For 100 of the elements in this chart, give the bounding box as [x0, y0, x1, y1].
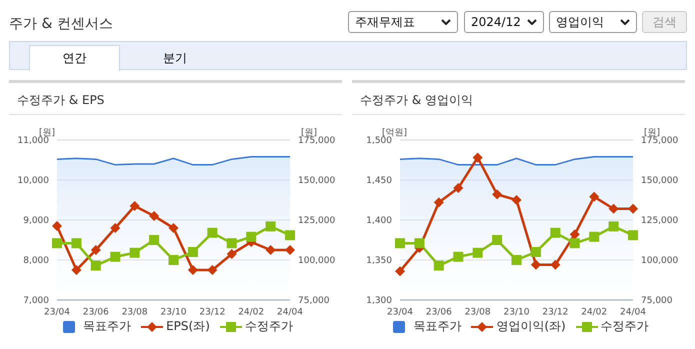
legend-label: 목표주가 — [83, 318, 132, 335]
text: 2024/12 — [471, 15, 521, 29]
y-axis-title: [억원] — [382, 127, 408, 138]
point — [395, 238, 405, 248]
legend-label: 수정주가 — [244, 318, 293, 335]
y-axis-title: [원] — [39, 127, 56, 138]
point — [414, 238, 424, 248]
legend-label: 영업이익(좌) — [496, 318, 566, 335]
point — [168, 255, 178, 265]
point — [434, 197, 444, 208]
y2-axis-title: [원] — [301, 127, 318, 138]
point — [550, 228, 560, 238]
point — [589, 232, 600, 242]
point — [550, 260, 560, 270]
x-tick-label: 23/12 — [199, 307, 226, 318]
point — [608, 204, 619, 214]
y-tick-label: 10,000 — [18, 176, 50, 186]
point — [246, 232, 256, 242]
point — [472, 152, 483, 163]
x-tick-label: 24/04 — [277, 307, 304, 318]
point — [52, 238, 62, 248]
x-tick-label: 23/10 — [160, 307, 187, 318]
point — [130, 201, 140, 211]
y-tick-label: 1,500 — [366, 136, 392, 146]
point — [285, 245, 295, 255]
point — [207, 265, 218, 275]
point — [90, 245, 101, 255]
point — [492, 189, 502, 200]
y-tick-label: 1,300 — [366, 296, 392, 306]
point — [530, 260, 541, 270]
point — [226, 249, 237, 259]
y2-tick-label: 75,000 — [641, 296, 673, 306]
y-tick-label: 1,350 — [366, 256, 392, 266]
y2-tick-label: 100,000 — [298, 256, 336, 266]
y2-tick-label: 75,000 — [298, 296, 330, 306]
point — [149, 211, 160, 221]
y2-tick-label: 150,000 — [641, 176, 678, 186]
y2-axis-title: [원] — [644, 127, 660, 138]
point — [71, 265, 82, 275]
x-tick-label: 24/04 — [620, 307, 646, 318]
chart-title: 수정주가 & 영업이익 — [360, 92, 473, 109]
point — [530, 247, 541, 257]
point — [226, 238, 237, 248]
legend-label: EPS(좌) — [166, 318, 210, 335]
point — [110, 223, 120, 233]
chart-title: 수정주가 & EPS — [17, 92, 104, 109]
point — [110, 252, 120, 262]
y-tick-label: 1,450 — [366, 176, 392, 186]
point — [188, 265, 198, 275]
point — [168, 223, 178, 233]
text: 분기 — [162, 50, 188, 66]
point — [434, 260, 444, 271]
x-tick-label: 23/10 — [504, 307, 530, 318]
x-tick-label: 23/08 — [122, 307, 148, 318]
text: 검색 — [642, 11, 687, 33]
y-tick-label: 9,000 — [23, 216, 50, 226]
y2-tick-label: 125,000 — [298, 216, 336, 226]
point — [266, 245, 276, 255]
point — [628, 230, 638, 240]
y2-tick-label: 100,000 — [641, 256, 678, 266]
point — [130, 248, 140, 258]
y-tick-label: 1,400 — [366, 216, 392, 226]
text: 영업이익 — [556, 14, 604, 30]
legend-label: 목표주가 — [413, 318, 462, 335]
y2-tick-label: 150,000 — [298, 176, 336, 186]
point — [52, 221, 62, 231]
x-tick-label: 23/04 — [44, 307, 70, 318]
point — [285, 230, 295, 240]
x-tick-label: 23/06 — [82, 307, 110, 318]
y2-tick-label: 175,000 — [641, 136, 678, 146]
point — [395, 266, 405, 276]
point — [71, 238, 82, 248]
y2-tick-label: 175,000 — [298, 136, 336, 146]
legend-label: 수정주가 — [600, 318, 649, 335]
point — [570, 238, 580, 248]
point — [453, 252, 464, 262]
y-tick-label: 11,000 — [18, 136, 50, 146]
point — [589, 192, 600, 202]
x-tick-label: 24/02 — [238, 307, 264, 318]
point — [570, 229, 580, 240]
point — [453, 183, 464, 193]
text: 주재무제표 — [355, 14, 415, 30]
x-tick-label: 23/06 — [426, 307, 452, 318]
y-tick-label: 8,000 — [23, 256, 50, 266]
x-tick-label: 23/04 — [387, 307, 414, 318]
point — [207, 228, 218, 238]
point — [266, 221, 276, 232]
y2-tick-label: 125,000 — [641, 216, 678, 226]
point — [188, 247, 198, 257]
x-tick-label: 24/02 — [581, 307, 608, 318]
point — [628, 204, 638, 214]
x-tick-label: 23/12 — [542, 307, 568, 318]
point — [608, 221, 619, 232]
point — [90, 260, 101, 271]
text: 주가 & 컨센서스 — [9, 15, 113, 33]
point — [492, 235, 502, 245]
point — [149, 235, 160, 245]
text: 연간 — [29, 45, 120, 71]
point — [512, 255, 522, 265]
x-tick-label: 23/08 — [464, 307, 491, 318]
